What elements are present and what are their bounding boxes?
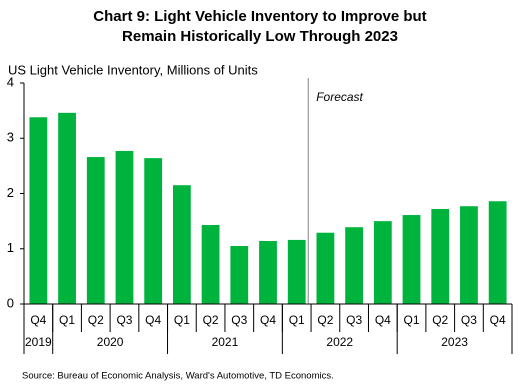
bar [259,241,277,304]
chart-title: Remain Historically Low Through 2023 [122,28,398,45]
y-tick-label: 0 [7,295,14,310]
x-tick-label: Q2 [203,313,219,327]
annotation: Forecast [316,90,363,104]
x-tick-label: Q2 [432,313,448,327]
chart-title: Chart 9: Light Vehicle Inventory to Impr… [93,8,426,25]
bar [316,232,335,304]
x-tick-label: Q4 [375,313,391,327]
x-tick-label: Q4 [260,313,276,327]
x-tick-label: Q1 [59,313,75,327]
x-tick-label: Q4 [30,313,46,327]
x-tick-label: Q4 [490,313,506,327]
bar [345,227,364,304]
x-group-label: 2022 [326,335,353,349]
x-tick-label: Q3 [116,313,132,327]
bar [172,185,191,304]
bar [86,157,105,304]
source: Source: Bureau of Economic Analysis, War… [22,371,334,382]
x-group-label: 2020 [97,335,124,349]
bar [488,201,507,304]
bar [373,221,392,304]
y-tick-label: 4 [7,74,14,89]
x-tick-label: Q1 [289,313,305,327]
bar [402,215,421,304]
bar [230,245,249,304]
bar [144,158,163,304]
bar [287,239,306,304]
bar [201,224,220,304]
x-tick-label: Q1 [404,313,420,327]
bar [115,150,134,304]
x-group-label: 2023 [441,335,468,349]
x-tick-label: Q2 [317,313,333,327]
y-tick-label: 3 [7,130,14,145]
bar [58,112,76,305]
x-group-label: 2021 [212,335,239,349]
x-tick-label: Q2 [88,313,104,327]
y-axis-label: US Light Vehicle Inventory, Millions of … [8,62,258,77]
x-tick-label: Q3 [346,313,362,327]
bar [431,208,450,304]
x-tick-label: Q3 [461,313,477,327]
x-tick-label: Q3 [231,313,247,327]
x-tick-label: Q4 [145,313,161,327]
bar [460,206,478,304]
x-tick-label: Q1 [174,313,190,327]
bar [29,117,48,304]
x-group-label: 2019 [25,335,52,349]
y-tick-label: 2 [7,185,14,200]
y-tick-label: 1 [7,240,14,255]
